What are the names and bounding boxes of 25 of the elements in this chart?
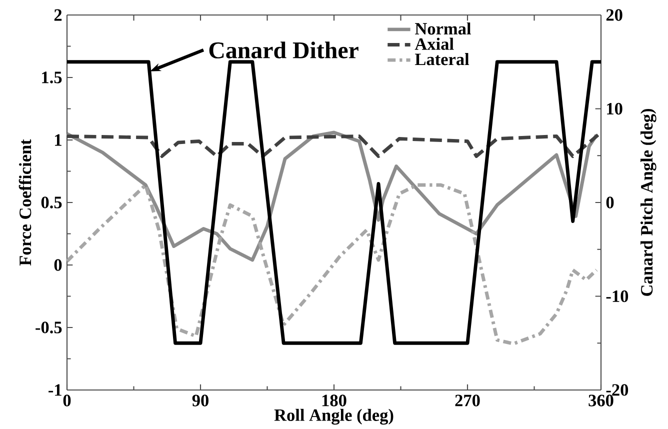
x-tick-label: 360 bbox=[588, 394, 614, 406]
y2-tick-label: 20 bbox=[606, 9, 622, 21]
line-series bbox=[65, 183, 598, 346]
y2-tick-label: 0 bbox=[606, 196, 614, 208]
y-axis-title: Force Coefficient bbox=[18, 139, 32, 266]
y-tick-label: 0 bbox=[54, 259, 62, 271]
y2-tick-label: -10 bbox=[606, 290, 628, 302]
y2-axis-title: Canard Pitch Angle (deg) bbox=[640, 108, 656, 296]
y2-tick-label: 10 bbox=[607, 102, 622, 115]
x-tick-label: 270 bbox=[455, 394, 480, 406]
legend-label: Lateral bbox=[414, 53, 470, 66]
x-tick-label: 90 bbox=[192, 394, 208, 406]
y-tick-label: 1 bbox=[55, 134, 62, 146]
y2-tick-label: -20 bbox=[606, 384, 628, 396]
y-tick-label: 1.5 bbox=[42, 72, 62, 84]
y-tick-label: 0.5 bbox=[41, 196, 62, 208]
y-tick-label: 2 bbox=[54, 9, 62, 21]
x-tick-label: 180 bbox=[322, 394, 346, 406]
legend-label: Axial bbox=[414, 38, 454, 50]
x-tick-label: 0 bbox=[63, 394, 71, 406]
legend-label: Normal bbox=[415, 22, 471, 35]
y-tick-label: -0.5 bbox=[36, 322, 62, 334]
annotation: Canard Dither bbox=[209, 42, 358, 58]
y-tick-label: -1 bbox=[48, 384, 62, 396]
x-axis-title: Roll Angle (deg) bbox=[274, 408, 394, 425]
